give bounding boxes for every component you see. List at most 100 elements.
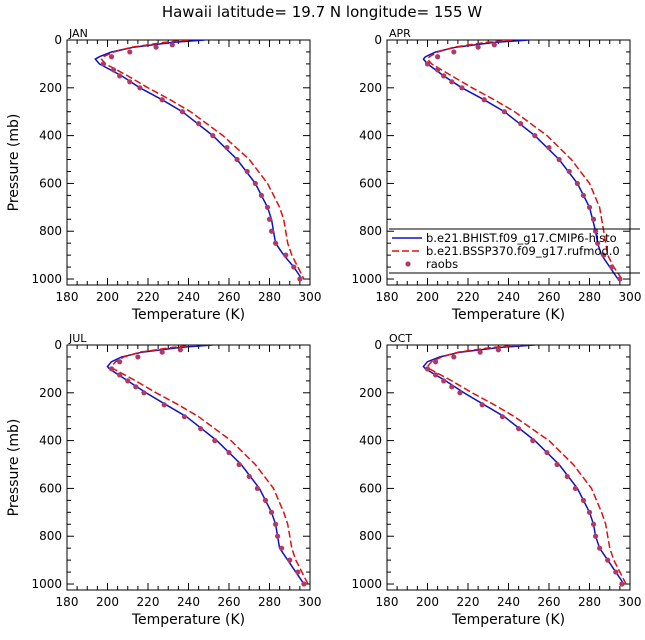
y-tick-label: 0 [54,338,62,352]
raobs-point [459,85,465,91]
raobs-point [117,359,123,365]
raobs-point [601,252,607,258]
raobs-point [133,384,139,390]
raobs-point [177,347,183,353]
raobs-point [266,216,273,222]
raobs-point [574,180,580,187]
raobs-point [212,438,218,444]
x-tick-label: 200 [416,595,439,609]
raobs-point [435,54,441,60]
raobs-point [580,192,587,198]
ssp-series-line [110,345,309,585]
y-tick-label: 200 [359,386,382,400]
raobs-point [592,228,599,234]
panel-oct: 180 200 220 240 260 280 300 0 200 400 600 800 1000 OC… [351,332,641,628]
raobs-point [287,557,293,563]
raobs-point [441,73,447,79]
raobs-point [586,204,593,210]
raobs-point [544,449,550,456]
raobs-point [435,67,441,73]
legend: b.e21.BHIST.f09_g17.CMIP6-histob.e21.BSS… [389,228,640,274]
raobs-point [516,426,522,432]
raobs-point [617,276,623,282]
x-tick-label: 220 [457,595,480,609]
x-tick-label: 180 [56,290,79,304]
raobs-point [117,372,123,378]
y-tick-label: 0 [374,338,382,352]
raobs-point [477,349,483,355]
raobs-point [479,402,485,408]
raobs-point [572,485,578,492]
raobs-point [224,144,230,151]
raobs-point [279,545,285,551]
raobs-point [495,347,501,353]
raobs-point [433,359,439,365]
raobs-point [198,426,204,432]
plot-frame [66,39,311,286]
raobs-point [518,121,524,127]
raobs-point [117,73,123,79]
raobs-point [619,581,625,587]
y-tick-label: 800 [39,224,62,238]
x-tick-label: 220 [457,290,480,304]
raobs-point [532,133,538,139]
legend-label: b.e21.BSSP370.f09_g17.rufmod.0 [426,244,620,258]
panel-jan: 180 200 220 240 260 280 300 0 200 400 600 800 1000 JA… [6,27,321,323]
raobs-point [236,461,242,468]
raobs-point [449,79,455,85]
x-tick-label: 240 [177,290,200,304]
ssp-series-line [426,345,627,585]
plot-area [94,40,305,282]
raobs-point [451,354,457,360]
plot-area [106,345,309,587]
raobs-point [613,569,619,575]
raobs-point [457,390,463,396]
raobs-point [161,402,167,408]
raobs-point [254,485,260,492]
raobs-point [268,509,275,515]
raobs-point [609,264,615,270]
plot-frame [386,344,631,591]
x-tick-label: 180 [376,290,399,304]
y-tick-label: 0 [54,33,62,47]
raobs-point [481,97,487,103]
y-tick-label: 200 [359,81,382,95]
panel-title: APR [389,27,411,40]
y-tick-label: 1000 [31,577,62,591]
y-tick-label: 1000 [351,577,382,591]
y-tick-label: 600 [39,481,62,495]
ssp-series-line [426,40,623,280]
plot-area [422,345,627,587]
raobs-point [433,372,439,378]
x-tick-label: 200 [96,290,119,304]
panel-title: JAN [68,27,88,40]
y-tick-label: 1000 [31,272,62,286]
x-tick-label: 280 [258,595,281,609]
raobs-point [491,42,497,48]
raobs-point [449,384,455,390]
x-tick-label: 260 [218,595,241,609]
raobs-point [424,61,431,67]
raobs-point [264,204,271,210]
raobs-point [137,85,143,91]
raobs-point [597,545,603,551]
x-tick-label: 220 [137,290,160,304]
raobs-point [530,438,536,444]
raobs-point [153,44,159,50]
y-tick-label: 1000 [351,272,382,286]
raobs-point [580,497,587,503]
raobs-point [234,156,240,163]
raobs-point [244,168,250,175]
panel-apr: 180 200 220 240 260 280 300 0 200 400 600 800 1000 AP… [351,27,641,323]
raobs-point [262,497,269,503]
raobs-point [125,378,131,384]
raobs-point [590,521,597,527]
y-tick-label: 800 [39,529,62,543]
x-tick-label: 180 [376,595,399,609]
x-axis-title: Temperature (K) [131,612,245,628]
y-tick-label: 400 [359,434,382,448]
y-tick-label: 800 [359,529,382,543]
raobs-point [595,240,601,246]
y-axis-title: Pressure (mb) [6,114,22,212]
